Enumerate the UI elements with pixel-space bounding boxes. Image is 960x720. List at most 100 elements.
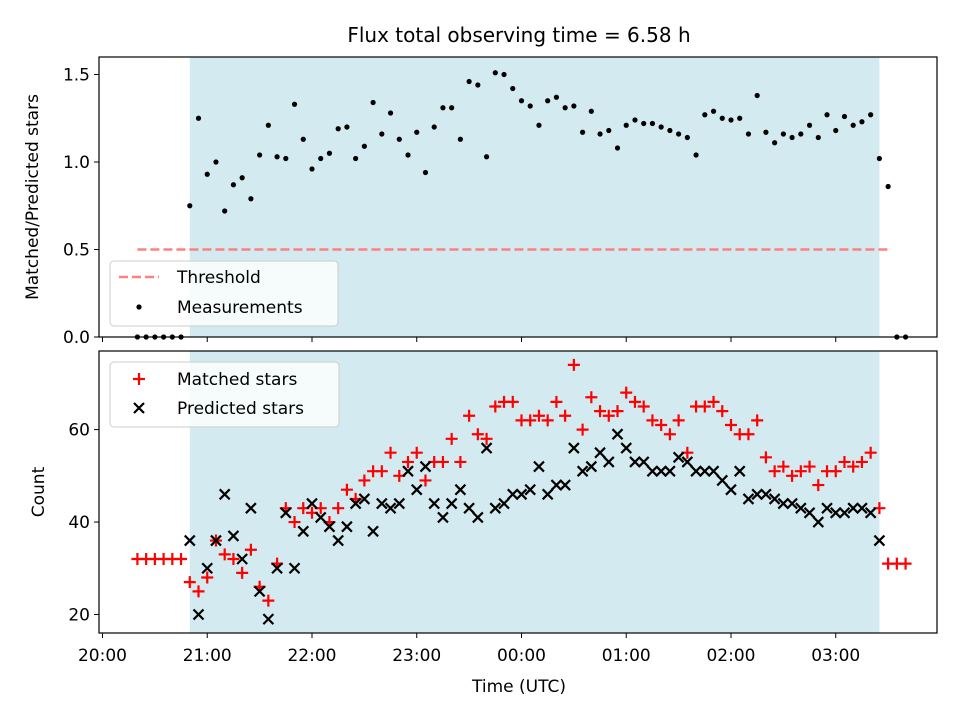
predicted-star-point	[437, 511, 449, 524]
measurement-point	[501, 71, 507, 78]
matched-star-point	[620, 386, 633, 399]
predicted-star-point	[795, 502, 807, 514]
measurement-point	[833, 127, 839, 134]
measurement-point	[527, 103, 533, 109]
predicted-star-point	[402, 465, 414, 477]
measurement-point	[361, 143, 367, 149]
star-count-layer	[131, 358, 912, 625]
matched-star-point	[550, 395, 563, 408]
measurement-point	[710, 108, 717, 114]
matched-star-point	[855, 455, 868, 468]
predicted-star-point	[192, 608, 205, 621]
predicted-star-point	[218, 488, 231, 501]
bottom-xtick-label: 23:00	[392, 646, 441, 666]
measurement-point	[571, 103, 577, 109]
measurement-point	[597, 131, 603, 137]
bottom-ytick-label: 60	[68, 421, 90, 441]
matched-star-point	[463, 409, 476, 422]
matched-star-point	[192, 585, 205, 598]
predicted-star-point	[480, 442, 493, 454]
legend-matched-label: Matched stars	[177, 370, 297, 390]
matched-star-point	[175, 553, 188, 566]
matched-star-point	[471, 428, 484, 441]
measurement-point	[824, 112, 830, 118]
measurement-point	[335, 126, 341, 132]
matched-star-point	[847, 460, 860, 473]
matched-star-point	[332, 502, 345, 515]
measurement-point	[885, 183, 891, 190]
measurement-point	[649, 120, 656, 127]
predicted-star-point	[803, 507, 816, 519]
matched-star-point	[227, 553, 240, 566]
predicted-star-point	[533, 460, 545, 473]
predicted-star-point	[428, 497, 440, 510]
measurement-point	[195, 115, 202, 121]
matched-star-point	[707, 395, 720, 408]
predicted-star-point	[227, 530, 240, 542]
predicted-star-point	[358, 493, 371, 505]
bottom-legend: Matched stars Predicted stars	[109, 361, 340, 428]
matched-star-point	[637, 400, 650, 413]
predicted-star-point	[672, 451, 685, 464]
measurement-point	[257, 152, 263, 158]
measurement-point	[370, 99, 376, 106]
measurement-point	[841, 113, 848, 120]
predicted-star-point	[524, 483, 536, 496]
top-ytick-label: 1.5	[63, 66, 90, 86]
measurement-point	[492, 70, 498, 76]
measurement-point	[440, 105, 446, 111]
matched-star-point	[812, 479, 825, 492]
top-plot-frame	[98, 56, 938, 338]
measurement-point	[641, 120, 647, 127]
measurement-point	[422, 169, 429, 176]
predicted-star-point	[768, 493, 781, 505]
measurement-point	[405, 152, 411, 158]
measurement-point	[614, 145, 621, 151]
predicted-star-point	[393, 497, 406, 510]
measurement-point	[291, 101, 298, 107]
measurement-point	[728, 117, 734, 123]
predicted-star-point	[419, 460, 432, 473]
bottom-xtick-label: 20:00	[78, 646, 127, 666]
predicted-star-point	[838, 507, 851, 519]
predicted-star-point	[236, 553, 248, 565]
predicted-star-point	[751, 488, 763, 501]
predicted-star-point	[445, 497, 458, 510]
matched-star-point	[672, 414, 685, 427]
measurement-point	[457, 136, 463, 142]
predicted-star-point	[864, 507, 877, 519]
measurement-point	[431, 124, 437, 130]
measurement-point	[396, 136, 402, 142]
bottom-y-axis: 20 40 60	[68, 421, 99, 626]
matched-star-point	[384, 446, 397, 459]
predicted-star-point	[646, 465, 659, 477]
predicted-star-point	[515, 488, 528, 501]
predicted-star-point	[184, 534, 196, 547]
measurement-point	[868, 112, 874, 118]
predicted-star-point	[716, 474, 729, 487]
predicted-star-point	[681, 456, 694, 468]
measurement-point	[187, 203, 193, 209]
legend-predicted-label: Predicted stars	[177, 399, 304, 419]
measurement-point	[213, 159, 219, 165]
measurement-point	[274, 154, 280, 160]
matched-star-point	[454, 455, 467, 468]
predicted-star-point	[306, 497, 318, 510]
matched-star-point	[777, 460, 790, 473]
bottom-x-axis: 20:00 21:00 22:00 23:00 00:00 01:00 02:00 03:00	[78, 633, 860, 666]
predicted-star-point	[821, 502, 833, 514]
predicted-star-point	[760, 488, 772, 501]
predicted-star-point	[489, 502, 502, 514]
predicted-star-point	[384, 502, 397, 514]
measurement-point	[283, 155, 289, 162]
top-ytick-label: 0.5	[63, 241, 90, 261]
matched-star-point	[506, 395, 519, 408]
predicted-star-point	[873, 534, 886, 547]
measurement-point	[344, 124, 350, 130]
measurement-point	[763, 129, 769, 135]
matched-star-point	[358, 474, 371, 487]
predicted-star-point	[812, 516, 825, 528]
measurement-point	[545, 98, 551, 104]
legend-measurements-swatch	[136, 304, 142, 310]
predicted-star-point	[454, 483, 467, 496]
